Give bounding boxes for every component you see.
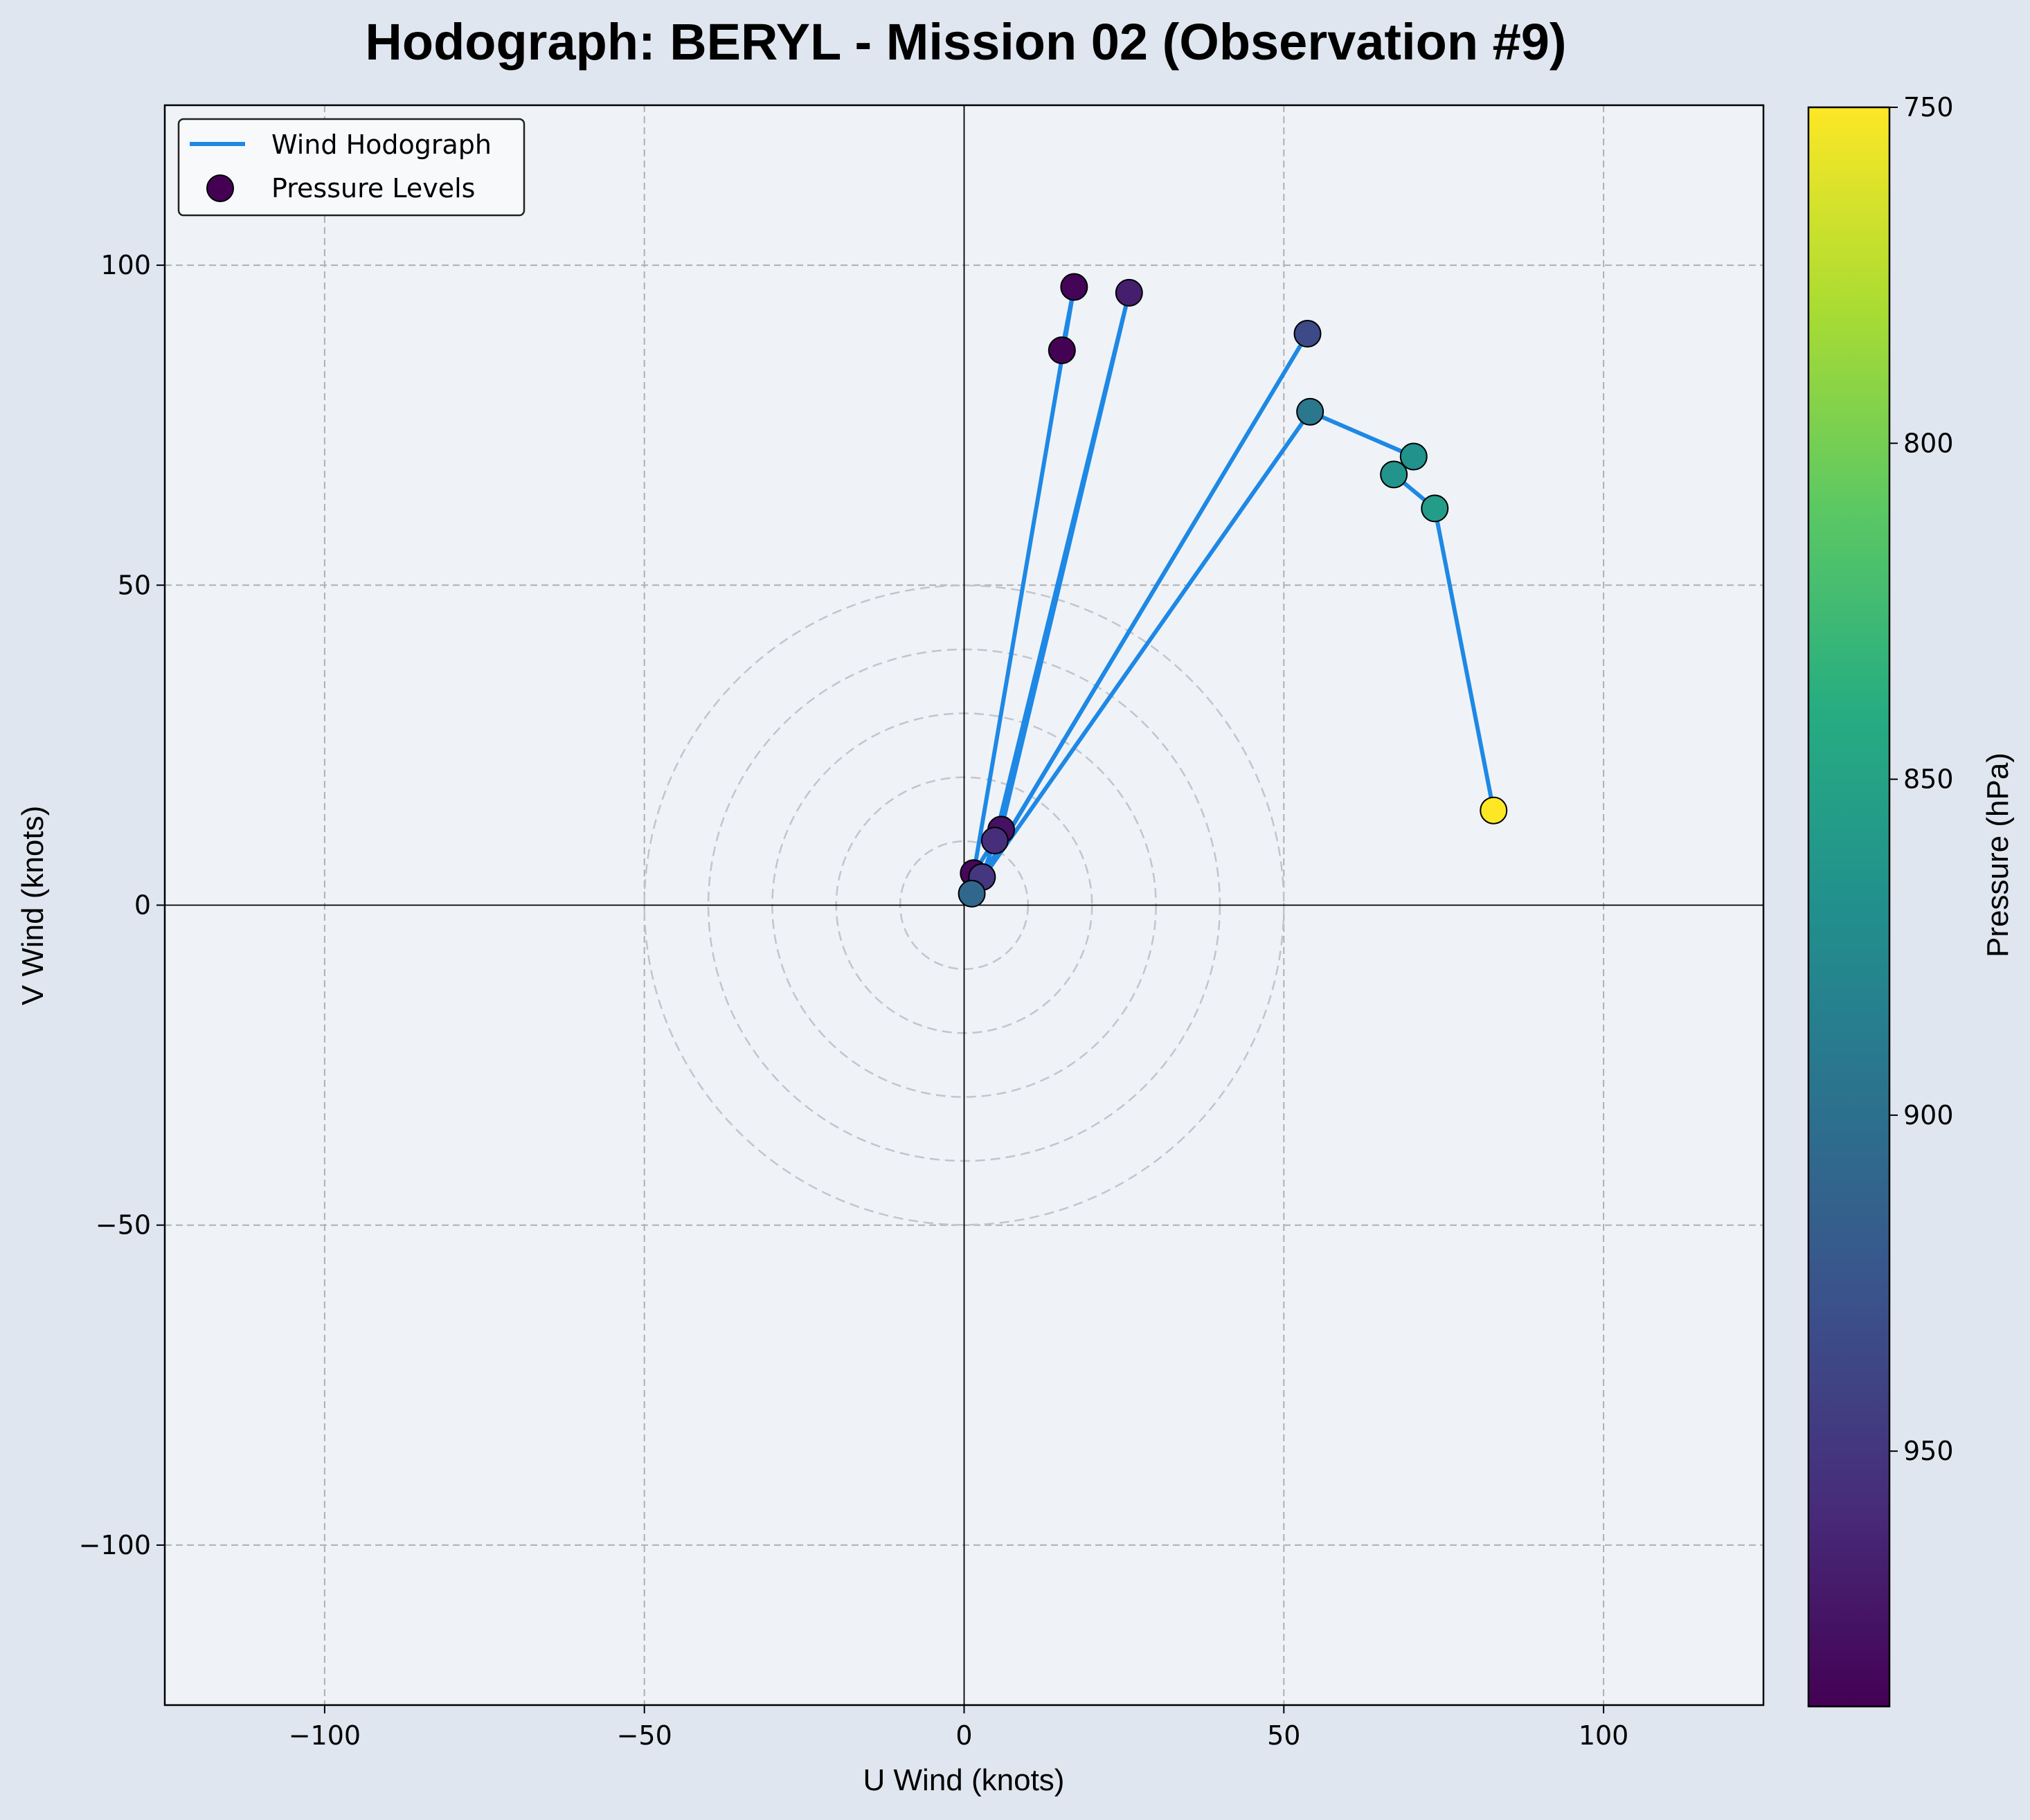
legend-box bbox=[177, 118, 526, 217]
colorbar-label: Pressure (hPa) bbox=[1981, 753, 2015, 957]
pressure-level-point bbox=[1115, 278, 1143, 307]
pressure-level-point bbox=[958, 879, 986, 908]
pressure-level-point bbox=[1480, 796, 1508, 825]
x-tick-label: 100 bbox=[1579, 1720, 1629, 1751]
colorbar: 750 800 850 900 950 Pressure (hPa) bbox=[1807, 92, 2015, 1708]
chart-title: Hodograph: BERYL - Mission 02 (Observati… bbox=[365, 13, 1566, 71]
legend-marker-swatch bbox=[206, 174, 234, 202]
legend-label-pressure-levels: Pressure Levels bbox=[271, 173, 475, 204]
pressure-level-point bbox=[1421, 494, 1449, 523]
x-axis-label: U Wind (knots) bbox=[863, 1763, 1065, 1797]
colorbar-tick-label: 850 bbox=[1903, 764, 1954, 795]
pressure-level-point bbox=[1380, 460, 1408, 489]
pressure-level-points bbox=[958, 273, 1508, 908]
colorbar-tick-label: 800 bbox=[1903, 428, 1954, 458]
pressure-level-point bbox=[1296, 397, 1324, 426]
y-axis-label: V Wind (knots) bbox=[16, 806, 50, 1006]
pressure-level-point bbox=[980, 827, 1009, 855]
colorbar-ticks: 750 800 850 900 950 bbox=[1889, 92, 1954, 1466]
x-tick-label: 0 bbox=[955, 1720, 972, 1751]
x-tick-label: 50 bbox=[1267, 1720, 1300, 1751]
x-tick-label: −50 bbox=[617, 1720, 672, 1751]
colorbar-gradient bbox=[1807, 106, 1891, 1708]
pressure-level-point bbox=[1293, 320, 1322, 348]
colorbar-tick-label: 750 bbox=[1903, 92, 1954, 123]
legend: Wind Hodograph Pressure Levels bbox=[177, 118, 526, 217]
pressure-level-point bbox=[1060, 273, 1088, 301]
colorbar-tick-label: 900 bbox=[1903, 1100, 1954, 1130]
x-tick-label: −100 bbox=[289, 1720, 361, 1751]
y-tick-label: −100 bbox=[79, 1530, 151, 1560]
x-axis-ticks: −100 −50 0 50 100 bbox=[289, 1705, 1629, 1751]
legend-label-wind-hodograph: Wind Hodograph bbox=[271, 129, 492, 160]
y-tick-label: 100 bbox=[100, 250, 151, 280]
pressure-level-point bbox=[1048, 336, 1076, 365]
y-tick-label: 0 bbox=[134, 890, 151, 921]
y-tick-label: −50 bbox=[96, 1210, 151, 1241]
y-axis-ticks: −100 −50 0 50 100 bbox=[79, 250, 165, 1560]
colorbar-tick-label: 950 bbox=[1903, 1436, 1954, 1466]
y-tick-label: 50 bbox=[118, 570, 151, 600]
pressure-level-point bbox=[1399, 442, 1428, 471]
